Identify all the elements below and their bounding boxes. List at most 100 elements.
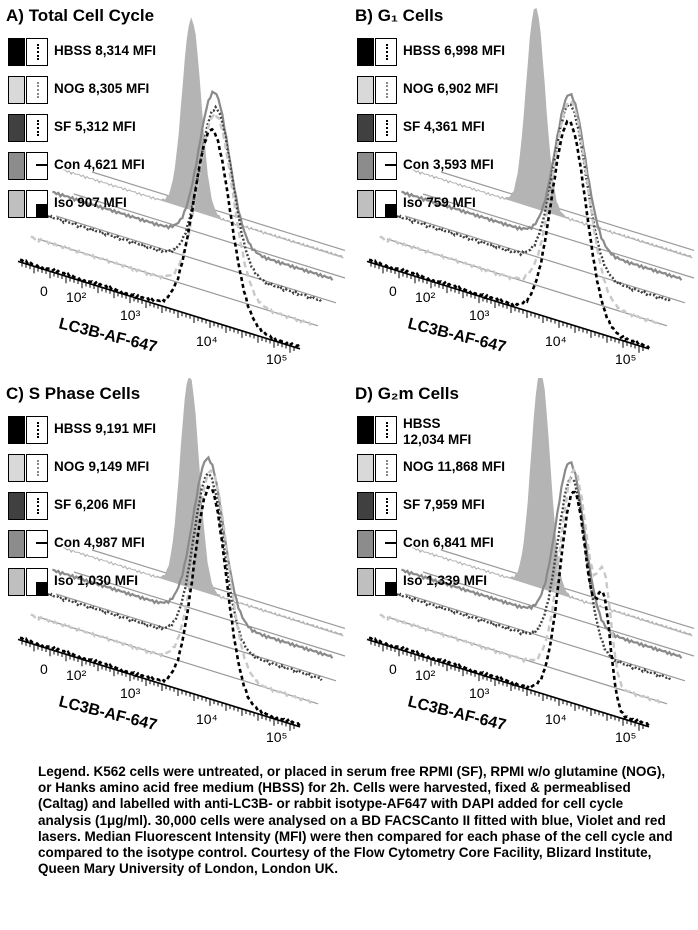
x-axis <box>366 260 650 350</box>
baseline <box>73 193 346 279</box>
legend-label: Con 6,841 MFI <box>403 535 494 550</box>
legend-label: NOG 6,902 MFI <box>403 81 499 96</box>
histogram-con <box>52 90 334 281</box>
histogram-hbss <box>19 127 302 350</box>
histogram-nog <box>379 467 661 704</box>
legend-label: HBSS 8,314 MFI <box>54 43 157 58</box>
x-tick-label: 10⁴ <box>196 333 218 349</box>
legend-label: Iso 907 MFI <box>54 195 127 210</box>
x-tick-label: 10⁵ <box>266 729 287 745</box>
legend-label: NOG 9,149 MFI <box>54 459 150 474</box>
legend-swatch <box>357 454 374 482</box>
legend-swatch <box>8 152 25 180</box>
histogram-hbss <box>368 119 651 350</box>
x-tick-label: 10² <box>66 667 87 683</box>
legend-label: SF 4,361 MFI <box>403 119 485 134</box>
x-tick-label: 10³ <box>120 307 141 323</box>
legend-swatch <box>8 492 25 520</box>
histogram-sf <box>41 104 323 303</box>
legend-line-swatch <box>375 492 397 520</box>
legend-label: Iso 1,339 MFI <box>403 573 488 588</box>
baseline <box>73 571 346 657</box>
legend-swatch <box>357 114 374 142</box>
histogram-plot: 0 10² 10³ 10⁴ 10⁵ LC3B-AF-647 <box>17 17 346 367</box>
legend-swatch <box>357 190 374 218</box>
histogram-con <box>401 461 683 659</box>
baseline <box>404 593 686 682</box>
x-tick-label: 10³ <box>120 685 141 701</box>
x-tick-label: 10² <box>415 667 436 683</box>
legend-line-swatch <box>26 152 48 180</box>
legend-line-swatch <box>26 568 48 596</box>
legend-swatch <box>357 76 374 104</box>
x-tick-label: 10⁵ <box>615 351 636 367</box>
panel-title: D) G₂m Cells <box>355 384 459 403</box>
legend-swatch <box>8 454 25 482</box>
histogram-con <box>401 92 683 281</box>
legend-swatch <box>8 190 25 218</box>
histogram-hbss <box>19 485 302 728</box>
x-tick-label: 10⁵ <box>266 351 287 367</box>
x-axis-label: LC3B-AF-647 <box>406 693 508 734</box>
histogram-sf <box>41 472 323 681</box>
x-axis-label: LC3B-AF-647 <box>406 315 508 356</box>
histogram-plot: 0 10² 10³ 10⁴ 10⁵ LC3B-AF-647 <box>17 378 346 745</box>
legend-line-swatch <box>26 454 48 482</box>
x-tick-label: 10² <box>415 289 436 305</box>
baseline <box>422 571 695 657</box>
x-tick-label: 10⁵ <box>615 729 636 745</box>
x-tick-label: 10³ <box>469 307 490 323</box>
legend-line-swatch <box>26 416 48 444</box>
figure-caption: Legend. K562 cells were untreated, or pl… <box>38 764 673 877</box>
panel-c: 0 10² 10³ 10⁴ 10⁵ LC3B-AF-647 C) S Phase Cell… <box>0 378 349 748</box>
histogram-nog <box>30 468 312 704</box>
histogram-iso <box>412 7 693 259</box>
x-tick-label: 0 <box>40 661 48 677</box>
legend-line-swatch <box>26 114 48 142</box>
legend-label: Con 4,987 MFI <box>54 535 145 550</box>
x-axis-label: LC3B-AF-647 <box>57 693 159 734</box>
histogram-sf <box>390 102 672 303</box>
legend-swatch <box>8 38 25 66</box>
panel-title: C) S Phase Cells <box>6 384 141 403</box>
x-tick-label: 10⁴ <box>545 711 567 727</box>
x-tick-label: 0 <box>389 283 397 299</box>
legend-swatch <box>357 152 374 180</box>
x-axis-label: LC3B-AF-647 <box>57 315 159 356</box>
panel-title: A) Total Cell Cycle <box>6 6 155 25</box>
x-tick-label: 10² <box>66 289 87 305</box>
legend-label: NOG 8,305 MFI <box>54 81 150 96</box>
histogram-plot: 0 10² 10³ 10⁴ 10⁵ LC3B-AF-647 <box>366 378 695 745</box>
legend-label: Iso 759 MFI <box>403 195 476 210</box>
legend-label: SF 6,206 MFI <box>54 497 136 512</box>
x-tick-label: 10⁴ <box>545 333 567 349</box>
legend-swatch <box>8 530 25 558</box>
baseline <box>440 171 695 252</box>
legend-line-swatch <box>375 416 397 444</box>
legend-line-swatch <box>375 76 397 104</box>
x-axis <box>17 260 301 350</box>
legend-swatch <box>8 76 25 104</box>
legend-line-swatch <box>26 190 48 218</box>
panel-a: 0 10² 10³ 10⁴ 10⁵ LC3B-AF-647 A) Total Cell C… <box>0 0 349 370</box>
legend-line-swatch <box>26 38 48 66</box>
baseline <box>422 193 695 279</box>
baseline <box>91 171 346 252</box>
legend-label: SF 5,312 MFI <box>54 119 136 134</box>
legend-line-swatch <box>26 530 48 558</box>
x-axis <box>366 638 650 728</box>
x-tick-label: 0 <box>40 283 48 299</box>
legend-swatch <box>8 416 25 444</box>
legend-label: HBSS 9,191 MFI <box>54 421 157 436</box>
legend-line-swatch <box>375 152 397 180</box>
histogram-hbss <box>368 490 651 728</box>
x-tick-label: 10³ <box>469 685 490 701</box>
legend-swatch <box>357 492 374 520</box>
legend-label: HBSS 6,998 MFI <box>403 43 506 58</box>
legend-label: HBSS 12,034 MFI <box>403 416 472 447</box>
histogram-iso <box>412 378 693 637</box>
legend-label: Con 4,621 MFI <box>54 157 145 172</box>
legend-swatch <box>357 568 374 596</box>
legend-line-swatch <box>26 76 48 104</box>
histogram-iso <box>63 17 344 259</box>
